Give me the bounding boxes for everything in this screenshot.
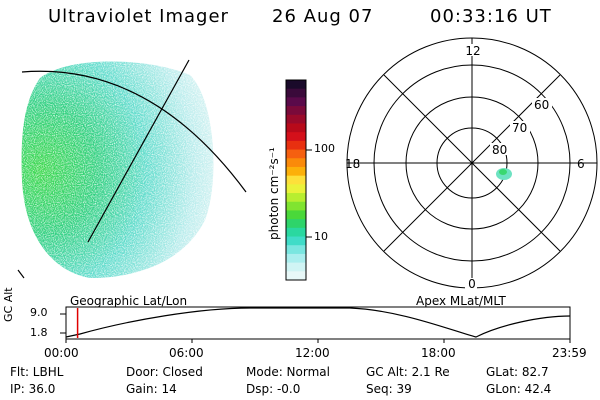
geographic-label: Geographic Lat/Lon bbox=[70, 294, 188, 308]
hour-label-6: 6 bbox=[577, 157, 585, 171]
color-bar-segment bbox=[286, 106, 306, 116]
color-bar-label-100: 100 bbox=[314, 142, 335, 155]
polar-diagonal-2 bbox=[383, 74, 561, 252]
gc-alt-axis-label: GC Alt bbox=[2, 287, 15, 322]
xtick-0600: 06:00 bbox=[169, 346, 204, 360]
gain-info: Gain: 14 bbox=[126, 382, 177, 396]
polar-plot bbox=[346, 37, 598, 289]
dsp-info: Dsp: -0.0 bbox=[246, 382, 301, 396]
lat-label-70: 70 bbox=[512, 121, 527, 135]
uv-earth-image bbox=[21, 61, 214, 278]
color-bar-segment bbox=[286, 271, 306, 281]
color-bar-segment bbox=[286, 253, 306, 264]
lat-80-bg bbox=[490, 143, 510, 155]
seq-info: Seq: 39 bbox=[366, 382, 412, 396]
glat-info: GLat: 82.7 bbox=[486, 365, 549, 379]
hour-0-bg bbox=[465, 278, 477, 290]
hour-label-0: 0 bbox=[468, 277, 476, 291]
hour-12-bg bbox=[466, 44, 480, 56]
lat-70-bg bbox=[510, 121, 530, 133]
color-bar-segment bbox=[286, 184, 306, 194]
limb-tick bbox=[17, 269, 25, 279]
gc-alt-info: GC Alt: 2.1 Re bbox=[366, 365, 450, 379]
apex-label: Apex MLat/MLT bbox=[416, 294, 506, 308]
color-bar-segment bbox=[286, 219, 306, 229]
terminator-arc bbox=[21, 70, 247, 193]
color-bar-segment bbox=[286, 245, 306, 255]
color-bar-segment bbox=[286, 227, 306, 238]
xtick-1800: 18:00 bbox=[421, 346, 456, 360]
hour-label-12: 12 bbox=[465, 44, 480, 58]
color-bar-segment bbox=[286, 236, 306, 246]
color-bar-segment bbox=[286, 262, 306, 272]
color-bar-segment bbox=[286, 97, 306, 107]
color-bar-segment bbox=[286, 175, 306, 185]
ytick-9: 9.0 bbox=[30, 306, 48, 319]
ytick-1-8: 1.8 bbox=[30, 326, 48, 339]
lat-label-60: 60 bbox=[534, 98, 549, 112]
date-label: 26 Aug 07 bbox=[272, 6, 374, 27]
color-bar-segment bbox=[286, 123, 306, 133]
color-bar-segment bbox=[286, 149, 306, 159]
color-bar-segment bbox=[286, 114, 306, 124]
timeline-frame bbox=[65, 306, 571, 340]
color-bar-segment bbox=[286, 166, 306, 177]
timeline-ticks bbox=[60, 313, 571, 343]
color-bar-segment bbox=[286, 158, 306, 168]
glon-info: GLon: 42.4 bbox=[486, 382, 552, 396]
color-bar-segment bbox=[286, 201, 306, 211]
color-bar-label-10: 10 bbox=[314, 230, 328, 243]
door-info: Door: Closed bbox=[126, 365, 203, 379]
filter-info: Flt: LBHL bbox=[10, 365, 64, 379]
altitude-curve bbox=[65, 307, 571, 338]
lat-60-bg bbox=[532, 98, 552, 110]
meridian-line bbox=[87, 59, 190, 243]
color-bar-segment bbox=[286, 80, 306, 90]
mode-info: Mode: Normal bbox=[246, 365, 330, 379]
color-bar-segment bbox=[286, 132, 306, 142]
color-bar-unit: photon cm⁻²s⁻¹ bbox=[267, 147, 281, 240]
color-bar-segment bbox=[286, 193, 306, 203]
hour-label-18: 18 bbox=[345, 157, 360, 171]
xtick-2359: 23:59 bbox=[552, 346, 587, 360]
lat-label-80: 80 bbox=[492, 143, 507, 157]
auroral-spot bbox=[496, 168, 512, 180]
xtick-0000: 00:00 bbox=[44, 346, 79, 360]
color-bar bbox=[286, 80, 306, 281]
xtick-1200: 12:00 bbox=[295, 346, 330, 360]
time-label: 00:33:16 UT bbox=[430, 6, 552, 27]
ip-info: IP: 36.0 bbox=[10, 382, 56, 396]
color-bar-segment bbox=[286, 210, 306, 220]
instrument-title: Ultraviolet Imager bbox=[48, 6, 229, 27]
color-bar-frame bbox=[285, 79, 307, 281]
color-bar-segment bbox=[286, 140, 306, 151]
color-bar-segment bbox=[286, 88, 306, 98]
